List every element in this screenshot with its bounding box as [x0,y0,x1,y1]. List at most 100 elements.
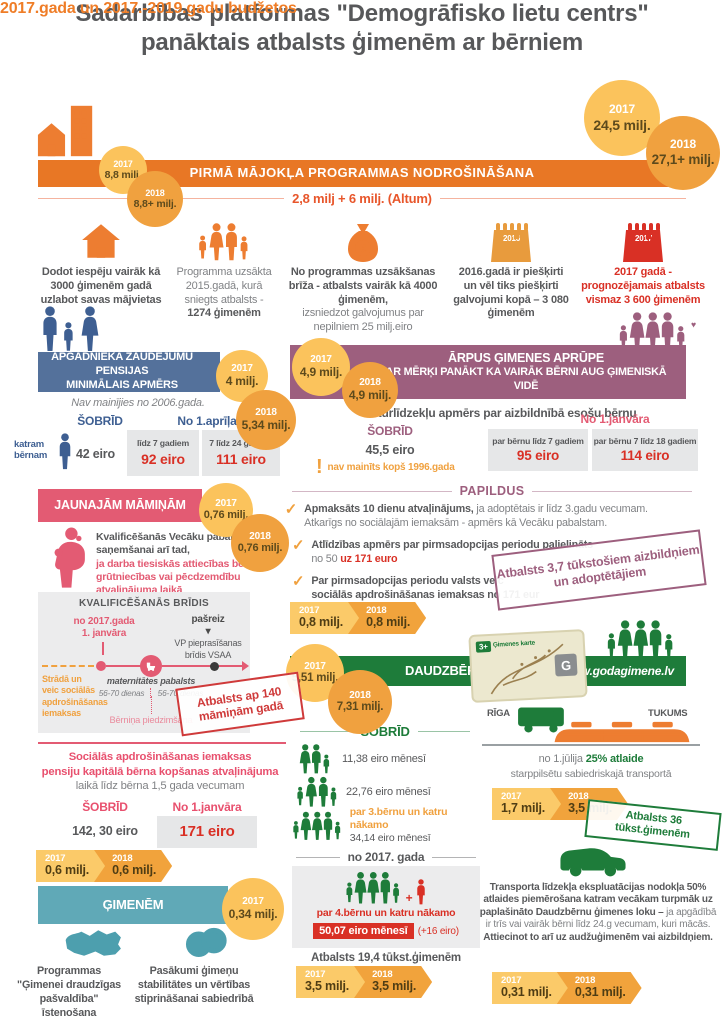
papildus-item-2-prefix: no 50 [311,553,341,566]
housing-item-3-muted: izsniedzot galvojumus par nepilniem 25 m… [302,307,424,333]
timeline-from-tick [102,642,104,655]
moms-banner: JAUNAJĀM MĀMIŅĀM [38,489,202,522]
transport-2017-badge: 2017 1,7 milj. [492,788,561,820]
large-families-2018-value: 7,31 milj. [336,701,384,714]
social-line3: laikā līdz bērna 1,5 gada vecumam [75,780,245,793]
social-2018-year: 2018 [112,852,133,864]
care-banner-line1: ĀRPUS ĢIMENES APRŪPE [448,350,604,365]
vehicle-tax-2018-badge: 2018 0,31 milj. [555,972,642,1004]
papildus-item-2-bold: Atlīdzības apmērs par pirmsadopcijas per… [311,539,593,551]
card-logo: G [554,653,578,677]
care-box-7to18-value: 114 eiro [620,447,670,463]
moms-banner-label: JAUNAJĀM MĀMIŅĀM [54,497,186,512]
housing-subline: 2,8 milj + 6 milj. (Altum) [38,191,686,206]
timeline-segment-3 [219,665,243,667]
care-2017-year: 2017 [310,354,332,366]
page-title-line2: panāktais atbalsts ģimenēm ar bērniem [140,28,584,56]
benefit-row-3-value: 34,14 eiro mēnesī [349,832,431,845]
pension-col-from: No 1.aprīļa [177,414,237,428]
fourth-child-box: + par 4.bērnu un katru nākamo 50,07 eiro… [292,866,480,948]
transport-2017-value: 1,7 milj. [501,801,546,816]
care-2018-year: 2018 [359,377,381,389]
large-families-2017-value: 5,51 milj. [291,672,339,685]
discount-prefix: no 1.jūlija [538,753,586,765]
large-families-from-title: no 2017. gada [296,850,476,864]
timeline-left-note: Strādā un veic sociālās apdrošināšanas i… [42,674,108,718]
pension-box-under7-label: līdz 7 gadiem [137,438,189,449]
fourth-child-value: 50,07 eiro mēnesī [313,923,414,939]
total-2018-value: 27,1+ milj. [651,152,715,168]
pension-box-under7-value: 92 eiro [141,450,185,467]
care-col-now: ŠOBRĪD [367,424,413,438]
moms-2018-bubble: 2018 0,76 milj. [231,514,289,572]
large-families-support: Atbalsts 19,4 tūkst.ģimenēm [311,952,461,964]
lf-badge-2017-year: 2017 [305,968,326,980]
check-icon-3: ✓ [292,573,305,590]
pension-banner: APGĀDNIEKA ZAUDĒJUMU PENSIJAS MINIMĀLAIS… [38,351,220,392]
papildus-2017-value: 0,8 milj. [299,615,344,630]
large-families-2018-year: 2018 [349,689,371,701]
pension-banner-line2: MINIMĀLAIS APMĒRS [66,378,178,391]
benefit-row-1-value: 11,38 eiro mēnesī [342,753,426,765]
timeline-segment-2 [162,665,212,667]
purple-family-icon: ♥ [608,312,696,352]
social-now-value: 142, 30 eiro [72,824,138,838]
housing-item-3-bold: No programmas uzsākšanas brīža - atbalst… [288,266,438,306]
transport-to-city: TUKUMS [648,708,688,719]
wedding-rings-icon [185,927,227,957]
care-2017-bubble: 2017 4,9 milj. [292,338,350,396]
care-box-7to18: par bērnu 7 līdz 18 gadiem 114 eiro [592,429,698,471]
benefit-row-2-value: 22,76 eiro mēnesī [346,786,431,798]
birth-dotted-line [151,696,152,714]
large-families-2017-year: 2017 [304,660,326,672]
card-tree-branch [490,643,564,695]
pension-banner-line1: APGĀDNIEKA ZAUDĒJUMU PENSIJAS [51,351,193,378]
housing-item-5-text: 2017 gadā - prognozējamais atbalsts vism… [581,266,705,306]
moms-intro-line1: Kvalificēšanās Vecāku pabalsta saņemšana… [96,531,248,557]
total-2017-year: 2017 [609,102,635,117]
maternity-circle [140,655,162,677]
vehicle-tax-text: Transporta līdzekļa ekspluatācijas nodok… [478,882,718,944]
papildus-2018-year: 2018 [366,604,387,616]
warning-icon: ! [316,456,323,478]
papildus-item-1-line2: Atkarīgs no sociālajām iemaksām - apmērs… [304,517,608,530]
page-title: Sadarbības platformas "Demogrāfisko liet… [0,0,724,58]
arrow-down-icon: ▾ [205,626,211,637]
birth-label: Bērniņa piedzimšana [109,715,193,725]
transport-discount-line1: no 1.jūlija 25% atlaide [482,753,700,765]
large-families-2018-badge: 2018 3,5 milj. [352,966,432,998]
housing-item-5: 2017 2017 gadā - prognozējamais atbalsts… [577,222,709,307]
moms-2017-value: 0,76 milj. [203,509,249,522]
mother-icon [54,527,85,588]
page-subtitle: 2017.gada un 2017.-2019.gadu budžetos [0,0,297,17]
housing-subline-label: 2,8 milj + 6 milj. (Altum) [292,191,432,206]
vehicle-tax-2018-year: 2018 [574,974,596,986]
green-family-icon [596,620,696,660]
transport-badges: 2017 1,7 milj. 2018 3,5 milj. [492,788,628,820]
transport-from-city: RĪGA [487,708,510,719]
transport-2018-year: 2018 [568,790,589,802]
papildus-item-3: ✓ Par pirmsadopcijas periodu valsts veic… [292,574,542,602]
money-bag-icon: € [348,224,378,262]
transport-support-stamp-text: Atbalsts 36 tūkst.ģimenēm [614,808,691,841]
care-2017-value: 4,9 milj. [299,364,343,379]
total-2018-bubble: 2018 27,1+ milj. [646,116,720,190]
vehicle-tax-bold: Transporta līdzekļa ekspluatācijas nodok… [479,882,713,918]
moms-2017-bubble: 2017 0,76 milj. [199,483,253,537]
lf-badge-2018-value: 3,5 milj. [372,979,417,994]
check-icon-1: ✓ [284,501,298,518]
timeline-from-dot [96,661,106,671]
social-badges: 2017 0,6 milj. 2018 0,6 milj. [36,850,172,882]
godagimene-link[interactable]: www.godagimene.lv [562,663,674,678]
care-2018-value: 4,9 milj. [348,387,392,402]
discount-bold: 25% atlaide [585,753,644,765]
fourth-child-extra: (+16 eiro) [417,926,459,937]
card-chip: 3+ [475,640,491,653]
family-4-children-icon [345,871,403,905]
lf-badge-2018-year: 2018 [372,968,393,980]
benefit-row-1: 11,38 eiro mēnesī [298,744,480,774]
benefit-row-3: par 3.bērnu un katru nākamo 34,14 eiro m… [292,806,488,845]
plus-icon: + [405,891,413,905]
papildus-title: PAPILDUS [292,484,692,498]
